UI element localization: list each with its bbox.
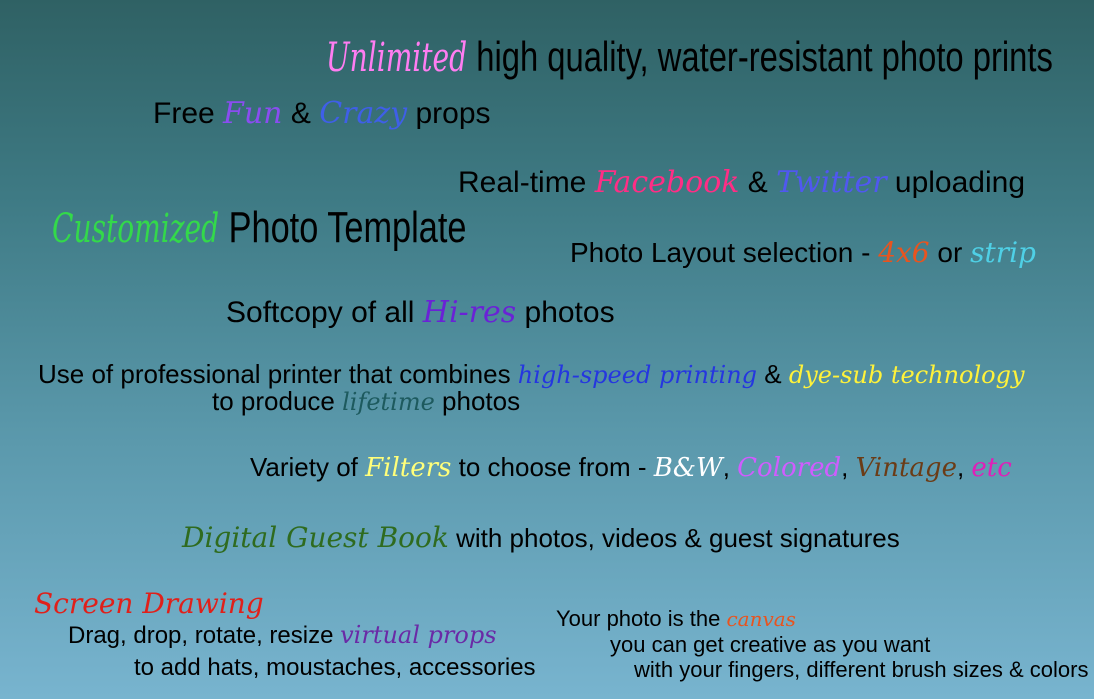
accent-4x6: 4x6 [878,236,930,269]
feature-guestbook: Digital Guest Book with photos, videos &… [182,524,900,552]
feature-layout: Photo Layout selection - 4x6 or strip [570,239,1036,267]
accent-crazy: Crazy [319,96,408,131]
feature-text: Your photo is the [556,606,727,631]
accent-hires: Hi-res [422,295,517,330]
accent-twitter: Twitter [776,165,887,200]
feature-canvas: Your photo is the canvas [556,608,796,630]
feature-text: you can get creative as you want [610,632,931,657]
feature-template: Customized Photo Template [52,206,466,250]
feature-creative: you can get creative as you want [610,634,930,656]
feature-text: Photo Layout selection - [570,237,879,268]
accent-etc: etc [971,453,1012,483]
accent-bw: B&W [653,453,723,483]
accent-lifetime: lifetime [342,388,435,416]
feature-softcopy: Softcopy of all Hi-res photos [226,298,615,328]
feature-text: with photos, videos & guest signatures [448,523,900,553]
feature-accessories: to add hats, moustaches, accessories [134,656,536,680]
accent-strip: strip [970,236,1036,269]
feature-brushes: with your fingers, different brush sizes… [634,659,1088,681]
feature-printer-lifetime: to produce lifetime photos [212,388,520,414]
feature-filters: Variety of Filters to choose from - B&W,… [250,454,1012,481]
accent-colored: Colored [737,453,842,483]
accent-canvas: canvas [726,607,796,631]
feature-text: Softcopy of all [226,296,423,329]
feature-text: , [956,452,972,482]
feature-screen-drawing-title: Screen Drawing [34,590,264,618]
feature-social-upload: Real-time Facebook & Twitter uploading [458,168,1025,198]
feature-text: , [722,452,738,482]
feature-text: & [739,166,777,199]
feature-text: , [841,452,856,482]
feature-text: to add hats, moustaches, accessories [134,654,536,681]
accent-screendrawing: Screen Drawing [34,587,264,620]
feature-text: to produce [212,386,343,416]
feature-printer: Use of professional printer that combine… [38,361,1025,387]
accent-facebook: Facebook [594,165,740,200]
feature-text: uploading [886,166,1026,199]
feature-text: or [929,237,971,268]
accent-customized: Customized [52,206,220,252]
feature-text: & [757,359,789,389]
feature-text: Real-time [458,166,595,199]
feature-text: photos [434,386,521,416]
feature-text: photos [516,296,615,329]
accent-highspeed: high-speed printing [517,361,758,389]
accent-guestbook: Digital Guest Book [182,521,449,554]
feature-unlimited-prints: Unlimited high quality, water-resistant … [326,33,1053,81]
feature-text: with your fingers, different brush sizes… [634,657,1089,682]
feature-text: Variety of [250,452,366,482]
feature-text: & [282,97,320,130]
feature-text: Drag, drop, rotate, resize [68,622,341,649]
feature-virtual-props: Drag, drop, rotate, resize virtual props [68,623,497,648]
feature-text: to choose from - [451,452,654,482]
accent-filters: Filters [365,453,452,483]
accent-unlimited: Unlimited [326,35,468,81]
accent-virtualprops: virtual props [340,621,497,649]
feature-text: Photo Template [219,203,467,252]
feature-props: Free Fun & Crazy props [153,99,491,129]
feature-text: high quality, water-resistant photo prin… [467,33,1053,80]
feature-text: Free [153,97,224,130]
accent-fun: Fun [223,96,283,131]
feature-text: Use of professional printer that combine… [38,359,518,389]
feature-text: props [407,97,491,130]
accent-dyesub: dye-sub technology [788,361,1025,389]
accent-vintage: Vintage [855,453,957,483]
